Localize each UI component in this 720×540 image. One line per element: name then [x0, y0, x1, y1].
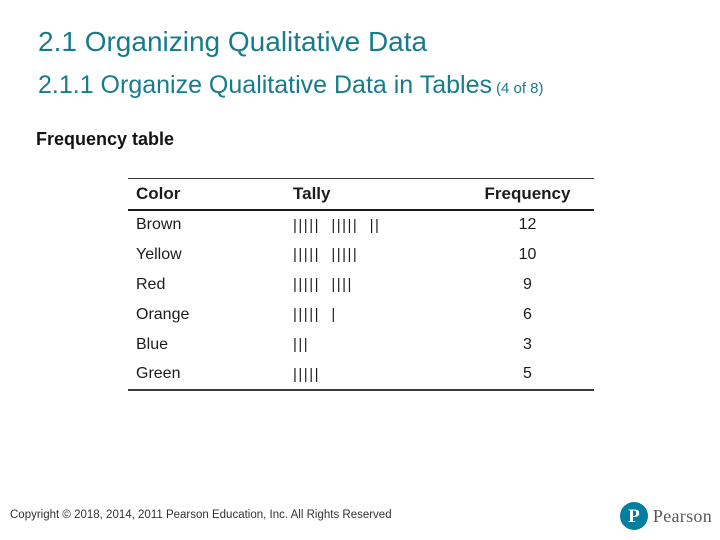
- table-row: Red ||||| |||| 9: [128, 270, 594, 300]
- pearson-logo-icon: P: [619, 502, 648, 530]
- frequency-cell: 3: [523, 335, 532, 353]
- color-cell: Red: [136, 275, 166, 293]
- color-cell: Green: [136, 365, 181, 382]
- table-row: Orange ||||| | 6: [128, 300, 594, 330]
- frequency-cell: 9: [523, 275, 532, 293]
- frequency-cell: 5: [523, 365, 532, 382]
- column-header-tally: Tally: [293, 183, 331, 203]
- table-row: Yellow ||||| ||||| 10: [128, 240, 594, 270]
- slide-subtitle: 2.1.1 Organize Qualitative Data in Table…: [38, 71, 544, 100]
- table-row: Brown ||||| ||||| || 12: [128, 210, 594, 240]
- frequency-cell: 10: [518, 245, 537, 263]
- section-heading: Frequency table: [36, 129, 175, 149]
- table-header-row: Color Tally Frequency: [128, 178, 594, 210]
- tally-cell: ||||| |||||: [293, 246, 359, 263]
- color-cell: Blue: [136, 335, 169, 353]
- column-header-frequency: Frequency: [484, 183, 571, 203]
- color-cell: Brown: [136, 216, 182, 233]
- table-row: Blue ||| 3: [128, 330, 594, 360]
- frequency-cell: 12: [518, 216, 537, 233]
- column-header-color: Color: [136, 183, 181, 203]
- frequency-cell: 6: [523, 305, 532, 323]
- tally-cell: ||||| ||||| ||: [293, 216, 381, 234]
- color-cell: Orange: [136, 305, 190, 323]
- slide-page-indicator: (4 of 8): [495, 80, 544, 97]
- frequency-table: Color Tally Frequency Brown ||||| ||||| …: [128, 178, 594, 391]
- copyright-text: Copyright © 2018, 2014, 2011 Pearson Edu…: [10, 509, 392, 521]
- pearson-logo-wordmark: Pearson: [652, 505, 712, 526]
- slide-subtitle-text: 2.1.1 Organize Qualitative Data in Table…: [38, 71, 492, 99]
- tally-cell: ||||| ||||: [293, 276, 353, 293]
- pearson-logo: P Pearson: [619, 502, 712, 530]
- tally-cell: ||||| |: [293, 306, 337, 323]
- color-cell: Yellow: [136, 245, 182, 263]
- tally-cell: |||||: [293, 365, 320, 383]
- table-row: Green ||||| 5: [128, 360, 594, 390]
- slide-title: 2.1 Organizing Qualitative Data: [38, 26, 428, 57]
- tally-cell: |||: [293, 336, 310, 353]
